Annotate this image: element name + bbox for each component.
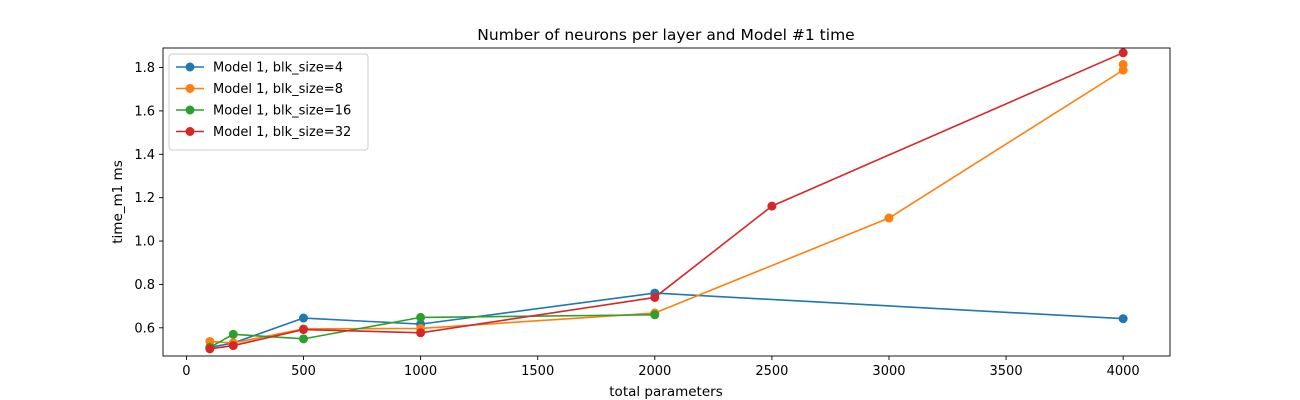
x-tick-label: 0 (182, 364, 190, 379)
y-tick-label: 0.8 (134, 278, 155, 293)
data-point-4-3 (299, 325, 309, 335)
data-point-4-2 (228, 341, 238, 351)
legend-entry-1: Model 1, blk_size=4 (176, 61, 343, 76)
legend-label: Model 1, blk_size=32 (213, 125, 351, 140)
y-tick-label: 1.4 (134, 148, 155, 163)
x-tick-label: 2500 (755, 364, 788, 379)
data-point-4-5 (650, 292, 660, 302)
legend-marker (185, 127, 195, 136)
series-line-2 (208, 63, 1124, 344)
data-point-3-4 (416, 312, 426, 322)
data-point-2-8 (1118, 59, 1128, 69)
y-axis-label: time_m1 ms (110, 160, 126, 243)
legend-marker (185, 84, 195, 93)
x-tick-label: 3000 (872, 364, 905, 379)
chart-title: Number of neurons per layer and Model #1… (477, 26, 854, 44)
series-1 (205, 288, 1128, 352)
x-tick-label: 4000 (1107, 364, 1140, 379)
x-tick-label: 500 (291, 364, 316, 379)
data-point-4-1 (205, 344, 215, 354)
axes-frame (162, 47, 1171, 357)
legend-marker (185, 62, 195, 72)
legend-label: Model 1, blk_size=16 (213, 104, 351, 119)
legend-entry-2: Model 1, blk_size=8 (176, 82, 343, 97)
legend-label: Model 1, blk_size=8 (213, 82, 343, 97)
legend-label: Model 1, blk_size=4 (213, 61, 343, 76)
data-point-4-6 (767, 201, 777, 211)
y-tick-label: 1.6 (134, 104, 155, 119)
data-point-3-3 (299, 334, 309, 344)
y-tick-label: 1.8 (134, 61, 155, 76)
plot-area: 0 500 1000 1500 2000 2500 3000 3500 4000 0.6 0.8 1.… (134, 47, 1171, 379)
y-tick-label: 1.0 (134, 235, 155, 250)
series-4 (205, 48, 1128, 354)
x-tick-label: 1500 (521, 364, 554, 379)
legend-entry-3: Model 1, blk_size=16 (176, 104, 351, 119)
series-3 (205, 310, 660, 352)
data-point-1-3 (299, 313, 309, 323)
data-point-3-5 (650, 310, 660, 320)
data-point-4-7 (1118, 48, 1128, 58)
legend-marker (185, 105, 195, 115)
y-tick-label: 1.2 (134, 191, 155, 206)
data-point-2-6 (884, 213, 894, 223)
data-point-1-6 (1118, 314, 1128, 324)
legend: Model 1, blk_size=4 Model 1, blk_size=8 Mo… (168, 53, 369, 151)
x-tick-label: 2000 (638, 364, 671, 379)
x-axis-label: total parameters (609, 384, 722, 400)
legend-entry-4: Model 1, blk_size=32 (176, 125, 351, 140)
x-tick-label: 1000 (404, 364, 437, 379)
legend-box (168, 53, 369, 151)
data-point-4-4 (416, 328, 426, 338)
series-line-1 (208, 292, 1125, 349)
y-tick-label: 0.6 (134, 321, 155, 336)
data-point-3-2 (228, 329, 238, 339)
x-tick-label: 3500 (990, 364, 1023, 379)
